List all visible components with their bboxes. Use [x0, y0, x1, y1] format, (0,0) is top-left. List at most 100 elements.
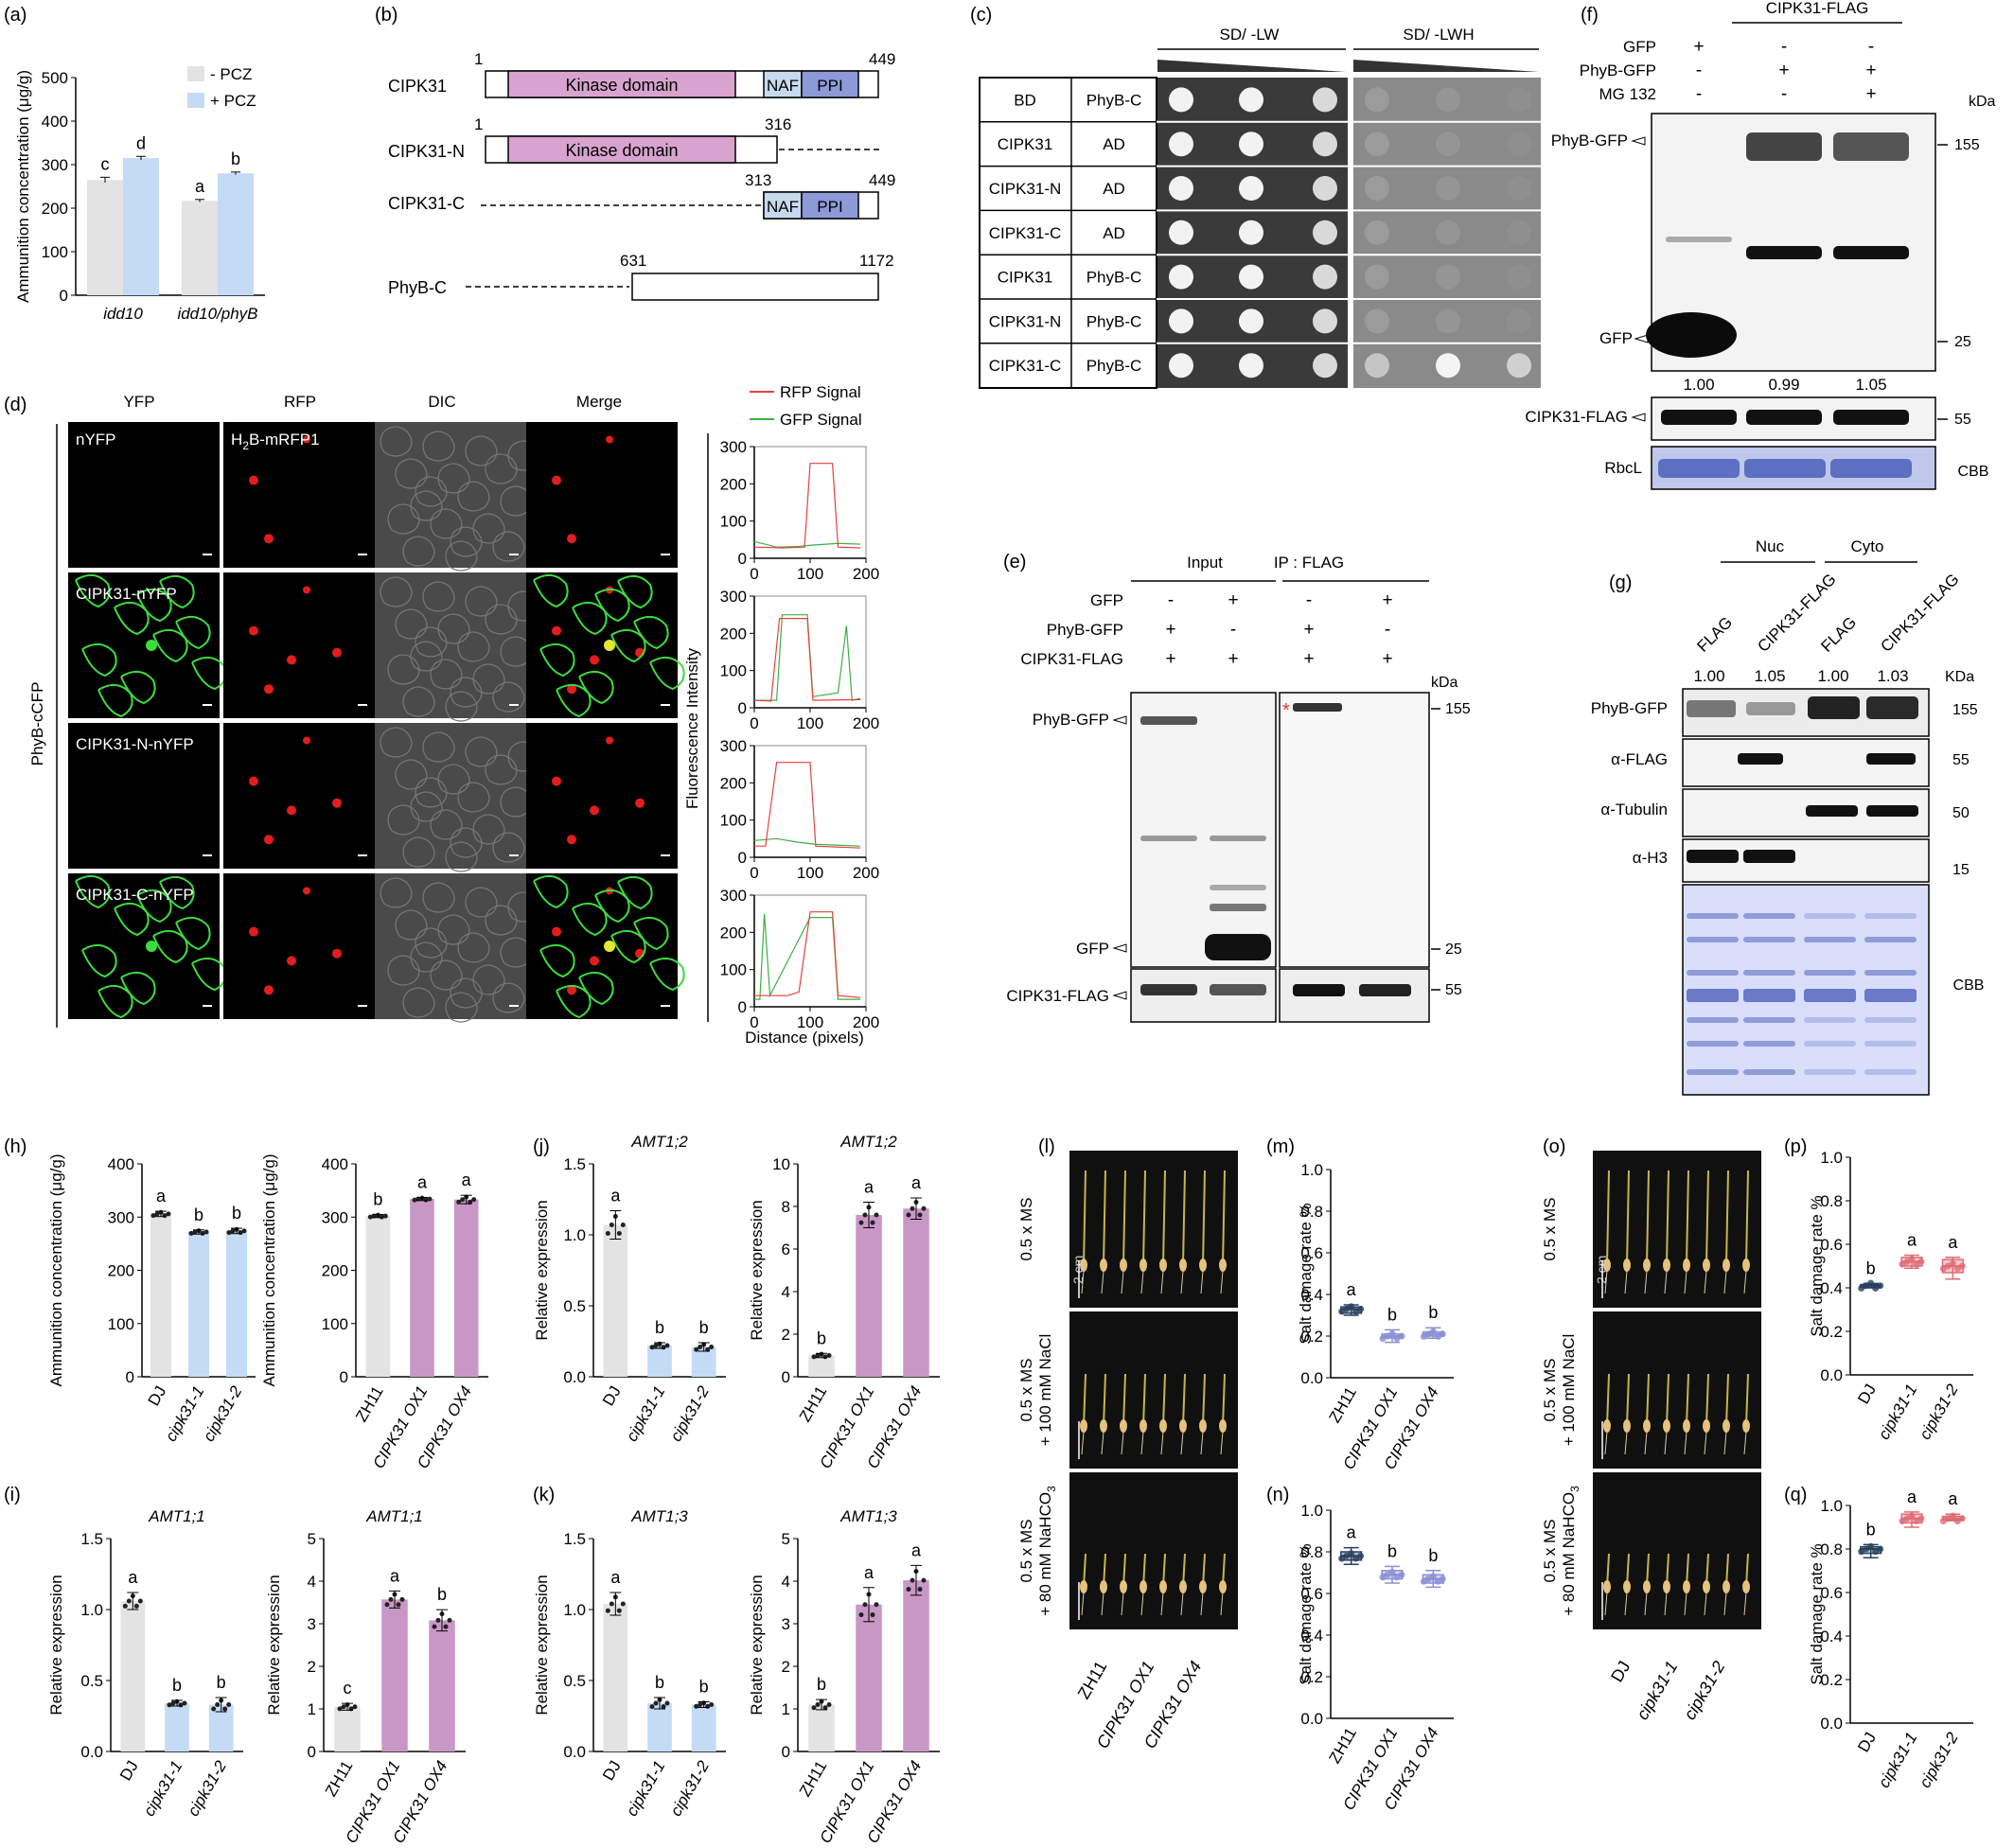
- coip-row-label: PhyB-GFP: [1047, 621, 1123, 639]
- deg-sign: -: [1781, 84, 1787, 104]
- cipk31-ppi-label: PPI: [817, 77, 842, 95]
- nucleus-dot: [264, 835, 274, 845]
- data-point: [468, 1199, 473, 1205]
- seedling-shoot: [1626, 1170, 1630, 1266]
- dic-cell-outline: [415, 626, 448, 658]
- y-tick-label: 1.5: [80, 1530, 103, 1548]
- seedling-shoot: [1626, 1373, 1630, 1427]
- data-point: [170, 1700, 176, 1706]
- coip-arrow-flag: [1112, 991, 1127, 1000]
- profile-ytick-label: 0: [738, 849, 747, 867]
- dic-cell-outline: [387, 654, 420, 685]
- y-tick-label: 0.6: [1300, 1585, 1323, 1603]
- deg-mw-55: 55: [1954, 412, 1971, 428]
- seedling-seed: [1100, 1580, 1107, 1593]
- x-tick-label: cipk31-1: [1875, 1730, 1921, 1791]
- y-tick-label: 1: [782, 1700, 790, 1718]
- seedling-root: [1664, 1270, 1668, 1294]
- y-axis-label: Salt damage rate %: [1808, 1195, 1826, 1336]
- y-axis-label: Ammunition concentration (μg/g): [47, 1153, 65, 1386]
- coip-panel: Input IP : FLAG GFP - + - + PhyB-GFP + - + - CIPK3…: [1006, 554, 1471, 1023]
- legend-rfp-label: RFP Signal: [780, 383, 861, 401]
- dic-cell-outline: [430, 659, 463, 690]
- cbb-band: [1743, 989, 1795, 1002]
- seedling-shoot: [1142, 1373, 1146, 1427]
- y-tick-label: 0.4: [1820, 1279, 1843, 1297]
- colony-spot-lwh: [1365, 308, 1389, 334]
- cbb-band: [1864, 937, 1917, 942]
- yfp-membrane-signal: [75, 573, 111, 608]
- colony-spot-lw: [1169, 87, 1193, 113]
- coip-band-gfp: [1205, 934, 1271, 960]
- coip-sign: -: [1306, 590, 1312, 610]
- yfp-membrane-signal: [152, 929, 188, 964]
- seedling-root: [1101, 1431, 1104, 1455]
- data-point: [858, 1220, 864, 1225]
- frac-band-phyb-4: [1866, 696, 1918, 719]
- data-point: [906, 1587, 911, 1593]
- coip-star: *: [1282, 700, 1290, 721]
- coip-band-phyb-ip: [1293, 703, 1342, 712]
- frac-band-flag-2: [1866, 753, 1916, 765]
- colony-spot-lwh: [1507, 176, 1531, 201]
- yfp-membrane-signal: [97, 683, 133, 718]
- label-cipk31-n: CIPK31-N: [388, 142, 465, 161]
- x-tick-label: ZH11: [1326, 1725, 1361, 1767]
- seedling-seed: [1140, 1258, 1147, 1272]
- colony-spot-lwh: [1507, 308, 1531, 334]
- x-tick-label: cipk31-2: [667, 1757, 714, 1820]
- sig-letter: b: [232, 1204, 241, 1223]
- cbb-band: [1864, 970, 1917, 976]
- data-point: [921, 1206, 927, 1211]
- frac-cyto: Cyto: [1851, 537, 1884, 555]
- colony-spot-lwh: [1436, 132, 1460, 157]
- nucleus-dot: [567, 534, 576, 544]
- dic-cell-outline: [410, 791, 443, 822]
- data-point: [620, 1601, 626, 1607]
- data-point: [616, 1231, 622, 1236]
- deg-title: CIPK31-FLAG: [1766, 0, 1869, 17]
- y-tick-label: 0.5: [563, 1672, 586, 1690]
- nucleus-dot: [567, 684, 576, 695]
- y2h-row-left: CIPK31: [998, 135, 1053, 153]
- data-point: [1357, 1552, 1365, 1559]
- seedling-seed: [1603, 1258, 1611, 1272]
- label-cipk31-c: CIPK31-C: [388, 194, 465, 213]
- yfp-membrane-signal: [594, 588, 630, 623]
- dic-cell-outline: [380, 576, 413, 607]
- panel-letter-n: (n): [1266, 1485, 1289, 1505]
- y-tick-label: 200: [322, 1262, 348, 1280]
- o-photo: [1593, 1151, 1761, 1308]
- data-point: [137, 1598, 143, 1604]
- seedling-root: [1081, 1431, 1085, 1455]
- bar: [691, 1346, 716, 1377]
- y-tick-label: 300: [108, 1208, 134, 1226]
- dic-cell-outline: [492, 681, 525, 713]
- coip-arrow-phyb: [1112, 715, 1127, 725]
- yfp-membrane-signal: [175, 615, 211, 650]
- frac-lane-label: CIPK31-FLAG: [1877, 571, 1962, 656]
- bar: [453, 1199, 479, 1377]
- seedling-seed: [1643, 1258, 1651, 1272]
- seedling-seed: [1179, 1258, 1187, 1272]
- cbb-band: [1804, 989, 1856, 1002]
- profile-ylabel: Fluorescence Intensity: [683, 647, 701, 809]
- x-tick-label: cipk31-2: [667, 1382, 714, 1445]
- coip-arrow-gfp: [1112, 943, 1127, 953]
- chart-title: AMT1;1: [148, 1507, 205, 1525]
- bifc-side-label: PhyB-cCFP: [28, 682, 46, 766]
- legend-swatch: [187, 93, 204, 108]
- yfp-membrane-signal: [578, 670, 614, 705]
- y2h-row-right: PhyB-C: [1086, 312, 1142, 330]
- nucleus-dot: [264, 684, 274, 695]
- bar: [381, 1599, 408, 1751]
- nucleus-dot: [332, 948, 342, 959]
- seedling-root: [1723, 1592, 1727, 1616]
- deg-sign: -: [1781, 37, 1787, 57]
- y2h-row-left: CIPK31-C: [989, 357, 1062, 375]
- cbb-band: [1743, 1069, 1795, 1075]
- bar: [647, 1346, 672, 1377]
- sig-letter: a: [462, 1170, 472, 1189]
- o-line-label: cipk31-2: [1680, 1658, 1728, 1723]
- sig-letter: b: [1428, 1303, 1438, 1322]
